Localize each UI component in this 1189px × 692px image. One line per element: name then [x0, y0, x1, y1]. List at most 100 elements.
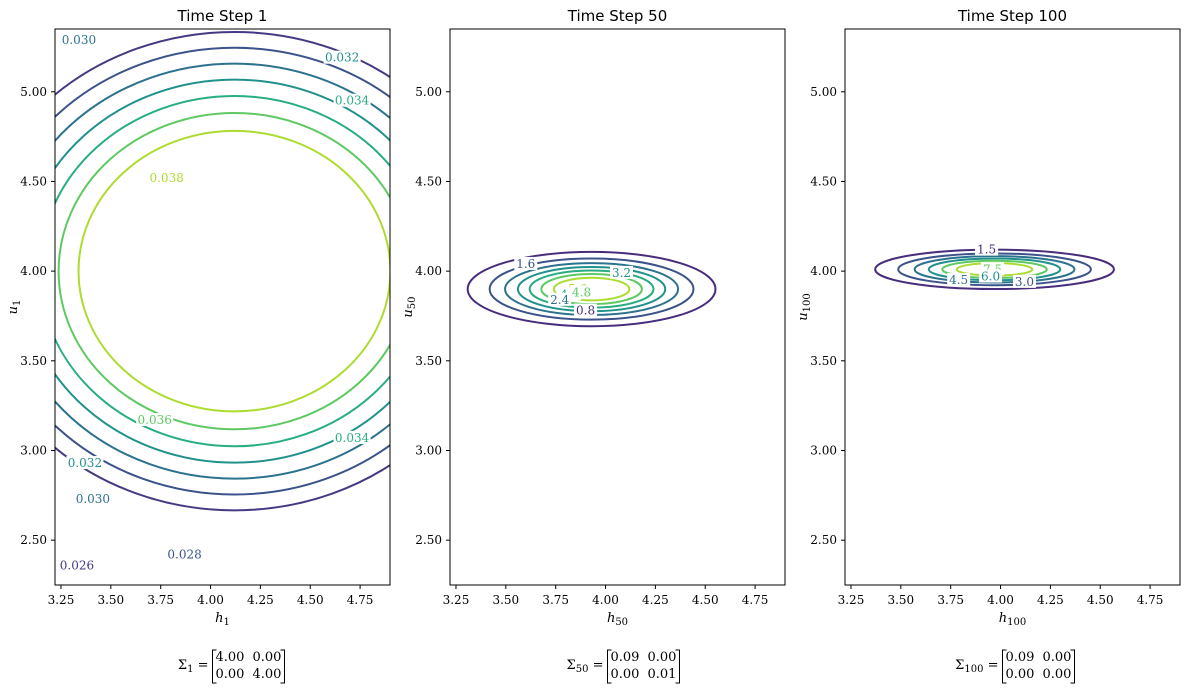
subplot-title: Time Step 50	[567, 7, 668, 25]
x-axis-label: h1	[215, 611, 230, 628]
x-tick-label: 3.50	[97, 593, 124, 607]
matrix-cell: 4.00	[253, 667, 282, 682]
y-tick-label: 2.50	[20, 533, 47, 547]
matrix-cell: 0.00	[1043, 667, 1072, 682]
y-tick-label: 3.00	[415, 443, 442, 457]
x-tick-label: 4.50	[692, 593, 719, 607]
contour-level-5.6	[552, 276, 631, 302]
matrix-cell: 0.00	[648, 650, 677, 665]
x-tick-label: 4.25	[247, 593, 274, 607]
y-tick-label: 4.00	[415, 264, 442, 278]
x-tick-label: 3.25	[48, 593, 75, 607]
contour-label: 0.034	[335, 431, 370, 445]
x-axis-label: h100	[999, 611, 1026, 628]
y-tick-label: 5.00	[810, 85, 837, 99]
contour-level-4.5	[913, 255, 1076, 284]
y-tick-label: 3.00	[810, 443, 837, 457]
y-tick-label: 3.00	[20, 443, 47, 457]
matrix-right-bracket	[675, 649, 680, 684]
matrix-right-bracket	[280, 649, 285, 684]
covariance-caption: Σ100 = 0.09 0.00 0.00 0.00	[955, 649, 1075, 684]
contour-label: 4.5	[949, 273, 968, 287]
y-axis-label: u50	[401, 296, 418, 317]
matrix-cell: 0.00	[611, 667, 640, 682]
matrix-cell: 0.00	[1006, 667, 1035, 682]
contour-label: 1.5	[977, 243, 996, 257]
x-axis-label: h50	[607, 611, 628, 628]
matrix-left-bracket	[212, 649, 217, 684]
y-tick-label: 5.00	[20, 85, 47, 99]
subplot-title: Time Step 100	[957, 7, 1067, 25]
matrix-cell: 0.01	[648, 667, 677, 682]
subplot-title: Time Step 1	[177, 7, 268, 25]
contour-level-0.026	[55, 31, 390, 512]
contour-level-0.8	[466, 250, 717, 328]
x-tick-label: 3.25	[838, 593, 865, 607]
x-tick-label: 4.75	[742, 593, 769, 607]
y-tick-label: 4.00	[810, 264, 837, 278]
y-tick-label: 3.50	[810, 354, 837, 368]
x-tick-label: 4.50	[297, 593, 324, 607]
x-tick-label: 3.75	[147, 593, 174, 607]
matrix-cell: 4.00	[216, 650, 245, 665]
y-tick-label: 3.50	[415, 354, 442, 368]
x-tick-label: 4.75	[1137, 593, 1164, 607]
x-tick-label: 3.25	[443, 593, 470, 607]
contour-level-0.038	[77, 129, 390, 413]
matrix-cell: 0.00	[1043, 650, 1072, 665]
contour-label: 1.6	[516, 257, 535, 271]
contour-label: 0.034	[335, 94, 370, 108]
x-tick-label: 4.25	[642, 593, 669, 607]
axes-frame	[844, 28, 1181, 586]
contour-label: 4.8	[572, 286, 591, 300]
matrix-cell: 0.09	[1006, 650, 1035, 665]
contour-label: 2.4	[550, 293, 569, 307]
matrix-right-bracket	[1070, 649, 1075, 684]
y-tick-label: 4.50	[810, 174, 837, 188]
contour-label: 6.0	[981, 270, 1000, 284]
contour-label: 0.8	[576, 304, 595, 318]
matrix-cell: 0.00	[216, 667, 245, 682]
contour-label: 3.2	[612, 266, 631, 280]
contour-label: 0.036	[138, 413, 172, 427]
y-tick-label: 3.50	[20, 354, 47, 368]
contour-label: 0.030	[76, 492, 110, 506]
contour-label: 0.032	[68, 456, 102, 470]
subplot-2: Time Step 501.63.25.64.04.82.40.83.253.5…	[401, 7, 786, 684]
axes-frame	[449, 28, 786, 586]
contour-level-0.030	[55, 62, 390, 480]
x-tick-label: 4.00	[197, 593, 224, 607]
contour-level-0.028	[55, 46, 390, 496]
y-tick-label: 4.50	[20, 174, 47, 188]
x-tick-label: 4.00	[592, 593, 619, 607]
y-tick-label: 2.50	[415, 533, 442, 547]
x-tick-label: 3.75	[937, 593, 964, 607]
contour-label: 0.030	[62, 33, 96, 47]
contour-label: 0.026	[60, 558, 94, 572]
x-tick-label: 4.75	[347, 593, 374, 607]
covariance-symbol: Σ100 =	[955, 658, 998, 675]
x-tick-label: 4.25	[1037, 593, 1064, 607]
covariance-caption: Σ1 = 4.00 0.00 0.00 4.00	[178, 649, 285, 684]
x-tick-label: 3.50	[492, 593, 519, 607]
contour-lines	[55, 31, 390, 512]
x-tick-label: 3.50	[887, 593, 914, 607]
covariance-symbol: Σ50 =	[567, 658, 604, 675]
y-tick-label: 4.50	[415, 174, 442, 188]
covariance-symbol: Σ1 =	[178, 658, 209, 675]
contour-label: 0.038	[149, 171, 183, 185]
matrix-cell: 0.09	[611, 650, 640, 665]
contour-label: 0.032	[325, 51, 359, 65]
x-tick-label: 4.00	[987, 593, 1014, 607]
axes-frame	[54, 28, 391, 586]
matrix-left-bracket	[1002, 649, 1007, 684]
matrix-cell: 0.00	[253, 650, 282, 665]
y-tick-label: 4.00	[20, 264, 47, 278]
subplot-1: Time Step 1 0.030 0.032 0.034 0.038 0.036 0.03…	[6, 7, 391, 684]
covariance-caption: Σ50 = 0.09 0.00 0.00 0.01	[567, 649, 680, 684]
contour-label: 0.028	[167, 548, 201, 562]
contour-level-0.034	[55, 95, 390, 448]
y-axis-label: u100	[796, 293, 813, 320]
